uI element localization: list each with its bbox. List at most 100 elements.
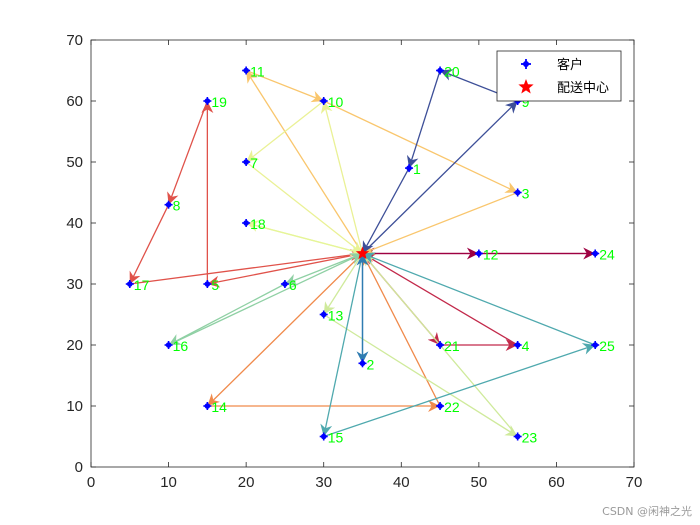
route-12-segment bbox=[406, 70, 441, 169]
route-3-segment bbox=[167, 100, 208, 205]
route-8-segment bbox=[323, 313, 518, 438]
customer-point-15 bbox=[319, 432, 328, 441]
route-10-segment bbox=[323, 343, 596, 438]
customer-point-16 bbox=[164, 341, 173, 349]
customer-point-23 bbox=[513, 432, 522, 441]
watermark: CSDN @闲神之光 bbox=[602, 505, 692, 518]
x-tick-label: 60 bbox=[548, 474, 565, 491]
route-10-segment bbox=[320, 253, 364, 437]
customer-label: 5 bbox=[211, 277, 219, 293]
route-5-segment bbox=[245, 70, 364, 254]
x-tick-label: 10 bbox=[160, 474, 177, 491]
x-tick-label: 50 bbox=[471, 474, 488, 491]
legend-box bbox=[496, 50, 622, 102]
y-tick-label: 10 bbox=[66, 398, 83, 415]
y-tick-label: 20 bbox=[66, 337, 83, 354]
y-tick-label: 0 bbox=[75, 459, 83, 476]
y-tick-label: 30 bbox=[66, 276, 83, 293]
customer-label: 2 bbox=[367, 356, 375, 372]
route-3-segment bbox=[207, 252, 363, 288]
customer-point-18 bbox=[242, 219, 251, 227]
legend-customer-marker bbox=[521, 59, 531, 69]
depot-star-marker bbox=[355, 246, 370, 260]
customer-label: 10 bbox=[328, 94, 344, 110]
customer-point-5 bbox=[203, 280, 212, 288]
route-7-segment bbox=[245, 222, 363, 257]
y-tick-label: 60 bbox=[66, 93, 83, 110]
route-4-segment bbox=[361, 253, 441, 407]
x-tick-label: 40 bbox=[393, 474, 410, 491]
customer-label: 18 bbox=[250, 216, 266, 232]
route-9-segment bbox=[168, 283, 286, 346]
customer-label: 11 bbox=[250, 64, 265, 80]
customer-point-3 bbox=[513, 188, 522, 197]
legend-label: 配送中心 bbox=[557, 81, 609, 96]
route-9-segment bbox=[168, 252, 363, 346]
customer-label: 12 bbox=[483, 247, 499, 263]
customer-point-20 bbox=[436, 66, 445, 75]
y-tick-label: 50 bbox=[66, 154, 83, 171]
customer-label: 13 bbox=[328, 308, 344, 324]
customer-label: 20 bbox=[444, 64, 460, 80]
route-5-segment bbox=[362, 191, 518, 255]
y-tick-label: 70 bbox=[66, 32, 83, 49]
route-12-segment bbox=[361, 167, 410, 254]
x-tick-label: 70 bbox=[626, 474, 643, 491]
customer-point-19 bbox=[203, 97, 212, 105]
customer-label: 17 bbox=[134, 277, 150, 293]
customer-point-21 bbox=[436, 341, 445, 349]
customer-point-11 bbox=[242, 66, 251, 75]
customer-label: 21 bbox=[444, 338, 460, 354]
route-2-segment bbox=[362, 252, 518, 346]
customer-label: 22 bbox=[444, 399, 460, 415]
customer-label: 23 bbox=[522, 430, 538, 446]
customer-label: 4 bbox=[522, 338, 530, 354]
routes bbox=[129, 69, 596, 438]
x-tick-label: 0 bbox=[87, 474, 95, 491]
route-5-segment bbox=[245, 69, 324, 103]
customer-point-8 bbox=[164, 200, 173, 209]
customer-label: 14 bbox=[211, 399, 227, 415]
legend-depot-marker bbox=[518, 79, 534, 94]
customer-point-12 bbox=[474, 249, 483, 258]
customer-point-24 bbox=[591, 249, 600, 258]
route-3-segment bbox=[129, 249, 363, 285]
customer-label: 8 bbox=[173, 198, 181, 214]
axes-ticks: 0 10 20 30 40 50 60 70 0 10 20 30 40 50 60 70 bbox=[66, 32, 642, 491]
customer-label: 15 bbox=[328, 430, 344, 446]
route-4-segment bbox=[206, 253, 363, 407]
customer-label: 6 bbox=[289, 277, 297, 293]
customer-point-10 bbox=[319, 97, 328, 105]
legend-label: 客户 bbox=[557, 57, 583, 73]
y-tick-label: 40 bbox=[66, 215, 83, 232]
route-6-segment bbox=[245, 161, 363, 255]
customer-point-2 bbox=[358, 359, 367, 368]
customer-label: 1 bbox=[413, 161, 421, 177]
route-6-segment bbox=[320, 100, 364, 254]
customer-label: 25 bbox=[599, 338, 615, 354]
customer-point-1 bbox=[405, 164, 414, 173]
customer-point-13 bbox=[319, 310, 328, 319]
customer-point-6 bbox=[280, 280, 289, 288]
customer-point-25 bbox=[591, 341, 600, 349]
customer-label: 7 bbox=[250, 155, 258, 171]
customer-point-22 bbox=[436, 402, 445, 410]
customer-label: 24 bbox=[599, 247, 615, 263]
customer-point-7 bbox=[242, 158, 251, 166]
route-12-segment bbox=[362, 100, 519, 254]
customer-label: 16 bbox=[173, 338, 189, 354]
x-tick-label: 30 bbox=[315, 474, 332, 491]
customer-label: 19 bbox=[211, 94, 227, 110]
route-6-segment bbox=[245, 100, 325, 163]
customer-label: 3 bbox=[522, 186, 530, 202]
customer-point-14 bbox=[203, 402, 212, 410]
customer-point-4 bbox=[513, 341, 522, 349]
customer-point-17 bbox=[125, 280, 134, 288]
customer-label: 9 bbox=[522, 94, 530, 110]
route-5-segment bbox=[323, 100, 518, 194]
route-3-segment bbox=[129, 204, 170, 285]
x-tick-label: 20 bbox=[238, 474, 255, 491]
